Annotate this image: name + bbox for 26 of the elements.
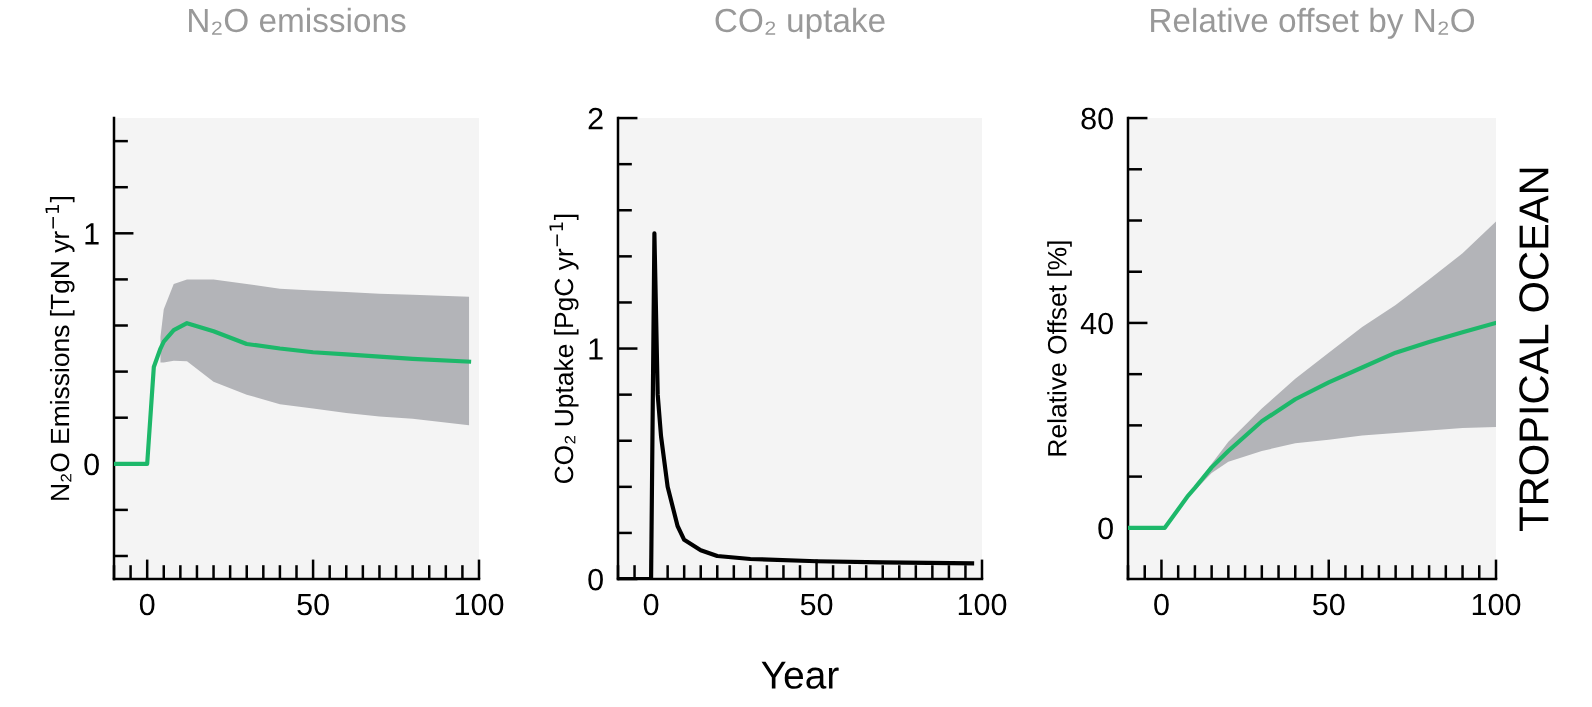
- y-tick-label: 1: [589, 338, 603, 360]
- x-tick-label: 0: [1154, 593, 1169, 616]
- x-tick-label: 100: [455, 593, 504, 616]
- x-tick-label: 0: [139, 593, 155, 616]
- x-tick-label: 50: [800, 593, 833, 616]
- chart-title: CO₂ uptake: [715, 7, 885, 39]
- x-tick-label: 50: [297, 593, 329, 616]
- line-series: [114, 321, 472, 466]
- y-tick-label: 0: [1098, 517, 1113, 540]
- y-tick-label: 2: [588, 107, 603, 130]
- line-series: [1128, 320, 1496, 530]
- chart-title: N₂O emissions: [189, 7, 406, 35]
- text: TROPICAL OCEAN: [1519, 168, 1549, 531]
- x-tick-label: 100: [1472, 593, 1521, 616]
- y-axis-title: N₂O Emissions [TgN yr$^{−1}$]: [45, 197, 75, 500]
- y-axis-title: Relative Offset [%]: [1047, 241, 1072, 456]
- x-tick-label: 50: [1312, 593, 1345, 616]
- y-tick-label: 80: [1081, 107, 1113, 130]
- x-axis-title: Year: [761, 661, 839, 689]
- x-tick-label: 100: [958, 593, 1007, 616]
- y-tick-label: 1: [85, 223, 99, 245]
- chart-title: Relative offset by N₂O: [1151, 7, 1475, 39]
- y-tick-label: 40: [1080, 312, 1113, 335]
- y-tick-label: 0: [588, 568, 603, 591]
- x-tick-label: 0: [643, 593, 659, 616]
- y-axis-title: CO₂ Uptake [PgC yr$^{−1}$]: [549, 214, 579, 484]
